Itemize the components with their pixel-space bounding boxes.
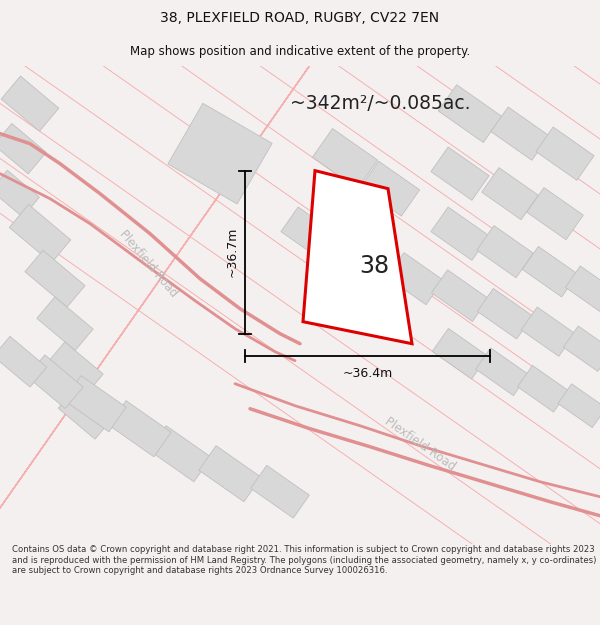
Polygon shape <box>313 129 377 189</box>
Polygon shape <box>37 297 93 351</box>
Polygon shape <box>0 124 46 174</box>
Polygon shape <box>27 355 83 409</box>
Text: ~36.4m: ~36.4m <box>343 368 392 380</box>
Polygon shape <box>482 168 538 220</box>
Polygon shape <box>536 127 594 180</box>
Polygon shape <box>527 188 583 240</box>
Polygon shape <box>491 107 549 160</box>
Polygon shape <box>431 147 489 200</box>
Polygon shape <box>563 326 600 371</box>
Polygon shape <box>251 466 310 518</box>
Text: 38: 38 <box>359 254 389 278</box>
Polygon shape <box>47 342 103 396</box>
Polygon shape <box>149 426 211 482</box>
Polygon shape <box>332 232 388 285</box>
Polygon shape <box>0 336 47 387</box>
Text: Contains OS data © Crown copyright and database right 2021. This information is : Contains OS data © Crown copyright and d… <box>12 546 596 575</box>
Polygon shape <box>281 207 339 260</box>
Polygon shape <box>478 289 533 339</box>
Polygon shape <box>25 250 85 307</box>
Text: ~342m²/~0.085ac.: ~342m²/~0.085ac. <box>290 94 470 113</box>
Text: Plexfield Road: Plexfield Road <box>116 228 180 300</box>
Polygon shape <box>521 307 575 356</box>
Text: Plexfield Road: Plexfield Road <box>382 414 458 473</box>
Polygon shape <box>0 170 40 217</box>
Polygon shape <box>199 446 261 502</box>
Polygon shape <box>1 76 59 131</box>
Polygon shape <box>387 253 443 305</box>
Polygon shape <box>58 388 112 439</box>
Polygon shape <box>438 85 502 142</box>
Polygon shape <box>523 246 578 297</box>
Polygon shape <box>558 384 600 428</box>
Text: Map shows position and indicative extent of the property.: Map shows position and indicative extent… <box>130 45 470 58</box>
Polygon shape <box>109 401 171 457</box>
Polygon shape <box>361 161 419 216</box>
Polygon shape <box>303 171 412 344</box>
Polygon shape <box>518 366 568 412</box>
Polygon shape <box>433 329 488 379</box>
Polygon shape <box>565 266 600 311</box>
Polygon shape <box>64 376 126 432</box>
Polygon shape <box>431 270 488 321</box>
Polygon shape <box>9 204 71 263</box>
Polygon shape <box>431 207 489 260</box>
Polygon shape <box>168 103 272 204</box>
Text: 38, PLEXFIELD ROAD, RUGBY, CV22 7EN: 38, PLEXFIELD ROAD, RUGBY, CV22 7EN <box>160 11 440 26</box>
Text: ~36.7m: ~36.7m <box>226 227 239 278</box>
Polygon shape <box>476 348 528 396</box>
Polygon shape <box>477 226 533 278</box>
